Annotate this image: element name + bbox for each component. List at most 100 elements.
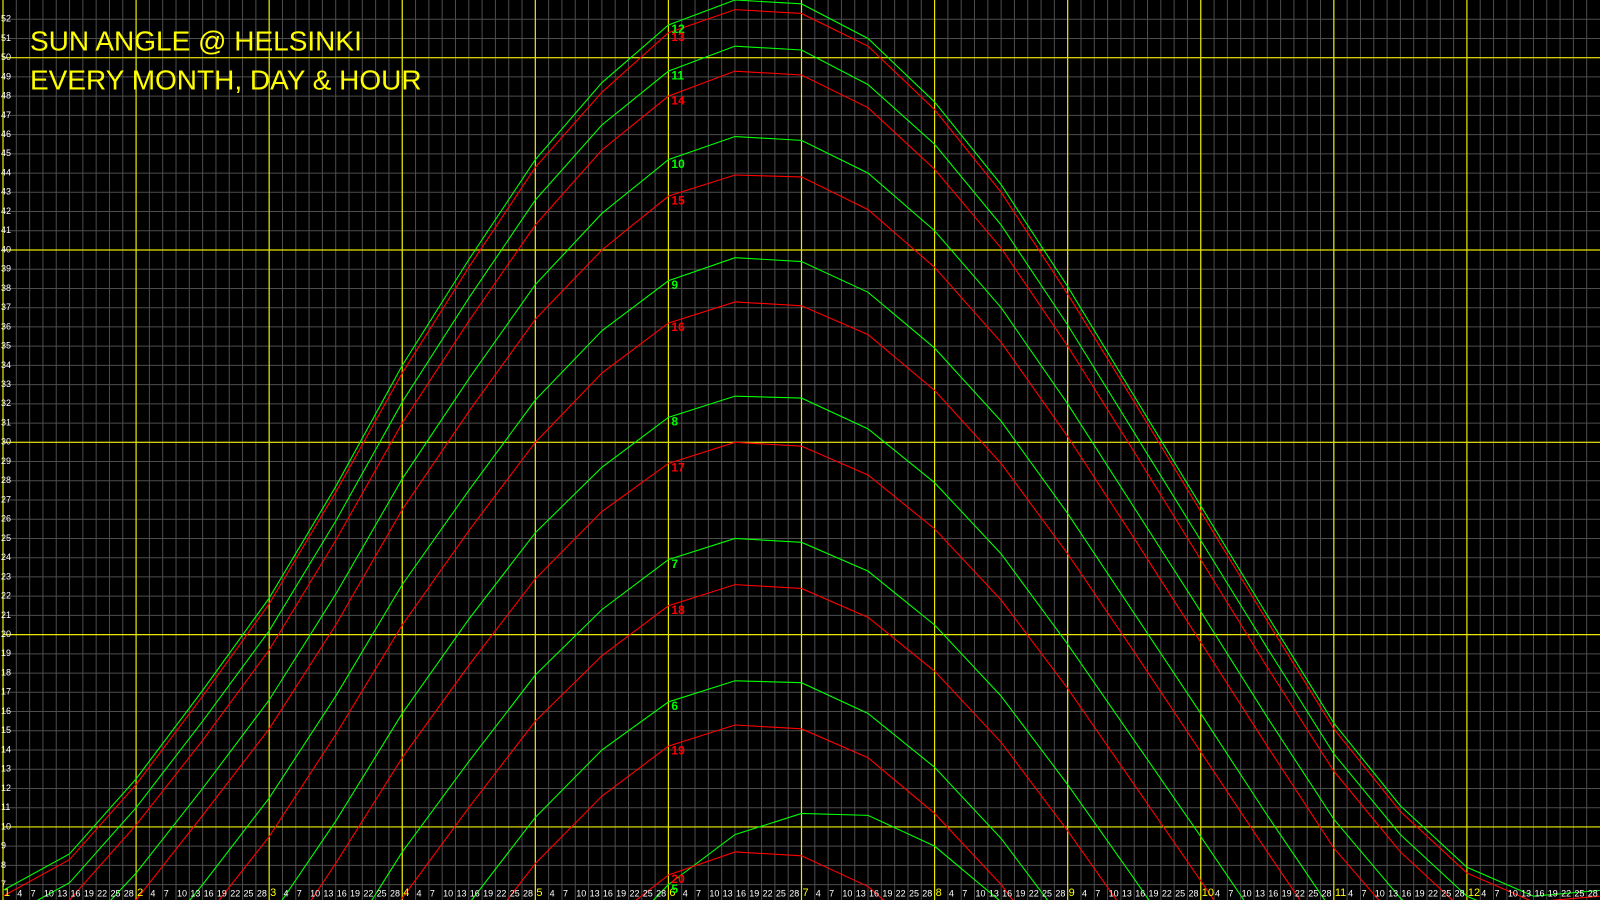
x-day-label: 13 — [590, 888, 600, 898]
x-day-label: 19 — [1282, 888, 1292, 898]
x-day-label: 10 — [1508, 888, 1518, 898]
x-day-label: 19 — [217, 888, 227, 898]
x-day-label: 4 — [150, 888, 155, 898]
series-label: 20 — [671, 872, 685, 886]
y-tick-label: 7 — [1, 879, 6, 889]
x-day-label: 7 — [31, 888, 36, 898]
x-day-label: 13 — [989, 888, 999, 898]
y-tick-label: 44 — [1, 167, 11, 177]
series-label: 16 — [671, 320, 685, 334]
x-day-label: 22 — [496, 888, 506, 898]
x-day-label: 28 — [124, 888, 134, 898]
x-day-label: 10 — [44, 888, 54, 898]
x-day-label: 7 — [1495, 888, 1500, 898]
x-month-label: 3 — [270, 887, 276, 899]
series-label: 6 — [671, 699, 678, 713]
y-tick-label: 46 — [1, 129, 11, 139]
x-month-label: 8 — [936, 887, 942, 899]
y-tick-label: 33 — [1, 379, 11, 389]
series-label: 19 — [671, 743, 685, 757]
y-tick-label: 27 — [1, 494, 11, 504]
y-tick-label: 21 — [1, 610, 11, 620]
y-tick-label: 30 — [1, 437, 11, 447]
x-day-label: 19 — [483, 888, 493, 898]
x-day-label: 7 — [1361, 888, 1366, 898]
x-day-label: 16 — [71, 888, 81, 898]
x-day-label: 10 — [1242, 888, 1252, 898]
x-day-label: 28 — [922, 888, 932, 898]
x-day-label: 7 — [430, 888, 435, 898]
x-day-label: 25 — [1042, 888, 1052, 898]
x-day-label: 28 — [523, 888, 533, 898]
series-label: 7 — [671, 557, 678, 571]
x-day-label: 19 — [1548, 888, 1558, 898]
x-day-label: 10 — [310, 888, 320, 898]
series-label: 10 — [671, 157, 685, 171]
x-day-label: 4 — [1348, 888, 1353, 898]
y-tick-label: 14 — [1, 744, 11, 754]
x-day-label: 16 — [603, 888, 613, 898]
y-tick-label: 43 — [1, 187, 11, 197]
x-day-label: 22 — [1561, 888, 1571, 898]
x-day-label: 10 — [976, 888, 986, 898]
y-tick-label: 12 — [1, 783, 11, 793]
x-day-label: 4 — [417, 888, 422, 898]
x-day-label: 13 — [190, 888, 200, 898]
x-day-label: 13 — [856, 888, 866, 898]
x-day-label: 10 — [177, 888, 187, 898]
y-tick-label: 31 — [1, 417, 11, 427]
x-day-label: 10 — [1109, 888, 1119, 898]
x-day-label: 28 — [1322, 888, 1332, 898]
x-day-label: 22 — [363, 888, 373, 898]
y-tick-label: 8 — [1, 860, 6, 870]
x-day-label: 10 — [443, 888, 453, 898]
x-day-label: 4 — [949, 888, 954, 898]
y-tick-label: 42 — [1, 206, 11, 216]
y-tick-label: 50 — [1, 52, 11, 62]
series-label: 13 — [671, 30, 685, 44]
x-month-label: 5 — [536, 887, 542, 899]
y-tick-label: 24 — [1, 552, 11, 562]
y-tick-label: 10 — [1, 821, 11, 831]
y-tick-label: 41 — [1, 225, 11, 235]
x-day-label: 28 — [257, 888, 267, 898]
x-day-label: 4 — [1215, 888, 1220, 898]
series-line — [68, 70, 1454, 900]
x-day-label: 22 — [1295, 888, 1305, 898]
x-day-label: 25 — [244, 888, 254, 898]
x-day-label: 7 — [1095, 888, 1100, 898]
y-tick-label: 40 — [1, 244, 11, 254]
x-day-label: 7 — [829, 888, 834, 898]
x-month-label: 7 — [803, 887, 809, 899]
x-day-label: 28 — [1188, 888, 1198, 898]
y-tick-label: 9 — [1, 841, 6, 851]
x-month-label: 2 — [137, 887, 143, 899]
x-day-label: 13 — [1122, 888, 1132, 898]
x-day-label: 7 — [164, 888, 169, 898]
x-day-label: 19 — [882, 888, 892, 898]
x-day-label: 4 — [283, 888, 288, 898]
y-tick-label: 11 — [1, 802, 10, 812]
y-tick-label: 35 — [1, 341, 11, 351]
x-day-label: 10 — [1375, 888, 1385, 898]
y-tick-label: 19 — [1, 648, 11, 658]
x-day-label: 4 — [1082, 888, 1087, 898]
y-tick-label: 34 — [1, 360, 11, 370]
y-tick-label: 28 — [1, 475, 11, 485]
series-label: 14 — [671, 93, 685, 107]
x-month-label: 11 — [1335, 887, 1346, 899]
y-tick-label: 39 — [1, 264, 11, 274]
series-line — [310, 441, 1215, 900]
x-day-label: 19 — [1415, 888, 1425, 898]
x-day-label: 16 — [337, 888, 347, 898]
x-day-label: 4 — [1481, 888, 1486, 898]
x-day-label: 25 — [510, 888, 520, 898]
series-line — [506, 724, 1014, 900]
series-line — [189, 257, 1326, 900]
series-line — [400, 584, 1118, 900]
y-tick-label: 47 — [1, 110, 11, 120]
x-day-label: 13 — [1255, 888, 1265, 898]
series-label: 15 — [671, 193, 685, 207]
chart-subtitle: EVERY MONTH, DAY & HOUR — [30, 64, 422, 95]
x-day-label: 7 — [297, 888, 302, 898]
